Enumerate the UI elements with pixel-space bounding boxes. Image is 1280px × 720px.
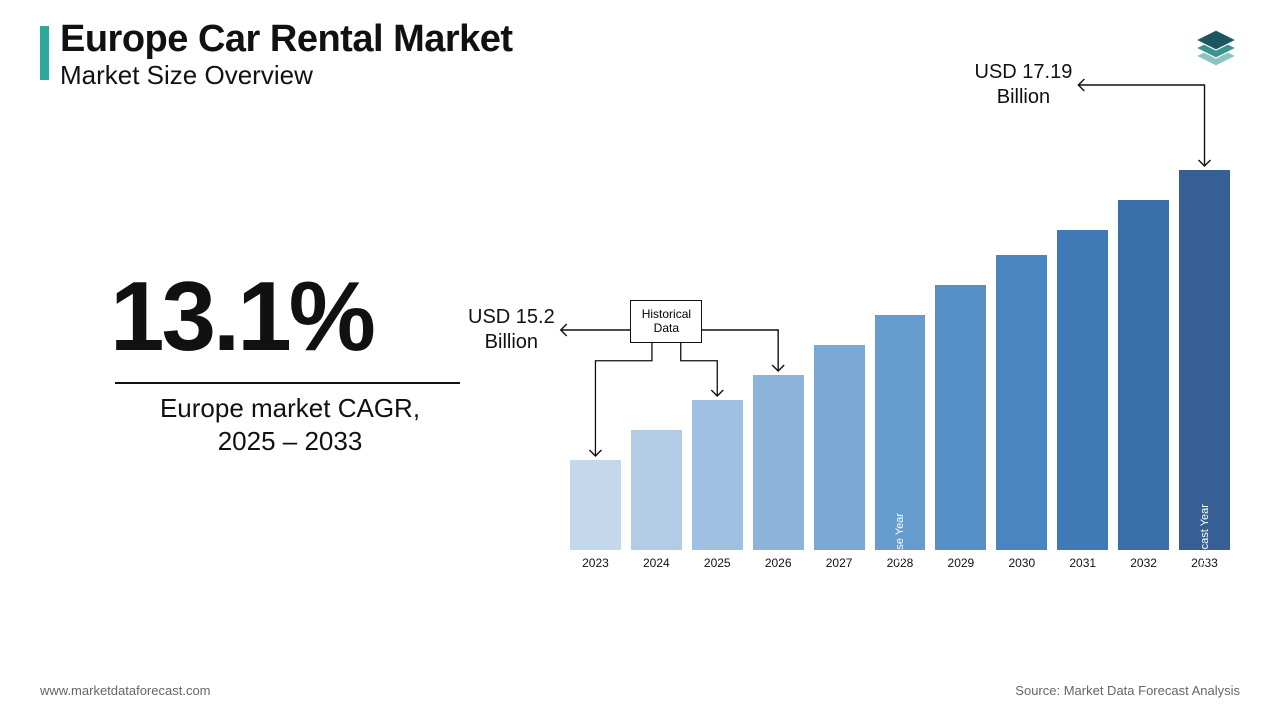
bar-2026: 2026 (753, 375, 804, 570)
bar-rect (935, 285, 986, 550)
bar-rect (1057, 230, 1108, 550)
bar-rect: Forecast Year (1179, 170, 1230, 550)
bar-x-label: 2026 (765, 556, 792, 570)
bar-rect (753, 375, 804, 550)
bar-x-label: 2024 (643, 556, 670, 570)
bar-2028: Base Year2028 (875, 315, 926, 570)
bar-annotation: Forecast Year (1199, 504, 1211, 572)
bar-2027: 2027 (814, 345, 865, 570)
bar-x-label: 2023 (582, 556, 609, 570)
bar-rect (814, 345, 865, 550)
bar-x-label: 2032 (1130, 556, 1157, 570)
bar-rect: Base Year (875, 315, 926, 550)
bar-rect (570, 460, 621, 550)
bar-2031: 2031 (1057, 230, 1108, 570)
bar-2024: 2024 (631, 430, 682, 570)
bar-x-label: 2029 (948, 556, 975, 570)
bar-x-label: 2025 (704, 556, 731, 570)
footer-website: www.marketdataforecast.com (40, 683, 211, 698)
bar-annotation: Base Year (894, 513, 906, 563)
market-size-bar-chart: 2023 2024 2025 2026 2027 Base Year2028 2029 203… (560, 120, 1240, 600)
bar-rect (1118, 200, 1169, 550)
bar-rect (631, 430, 682, 550)
bar-x-label: 2027 (826, 556, 853, 570)
bar-2029: 2029 (935, 285, 986, 570)
bar-2023: 2023 (570, 460, 621, 570)
bar-2033: Forecast Year2033 (1179, 170, 1230, 570)
bar-2030: 2030 (996, 255, 1047, 570)
bar-2032: 2032 (1118, 200, 1169, 570)
bar-x-label: 2030 (1008, 556, 1035, 570)
bar-x-label: 2031 (1069, 556, 1096, 570)
footer-source: Source: Market Data Forecast Analysis (1015, 683, 1240, 698)
bar-rect (692, 400, 743, 550)
bar-2025: 2025 (692, 400, 743, 570)
bar-rect (996, 255, 1047, 550)
